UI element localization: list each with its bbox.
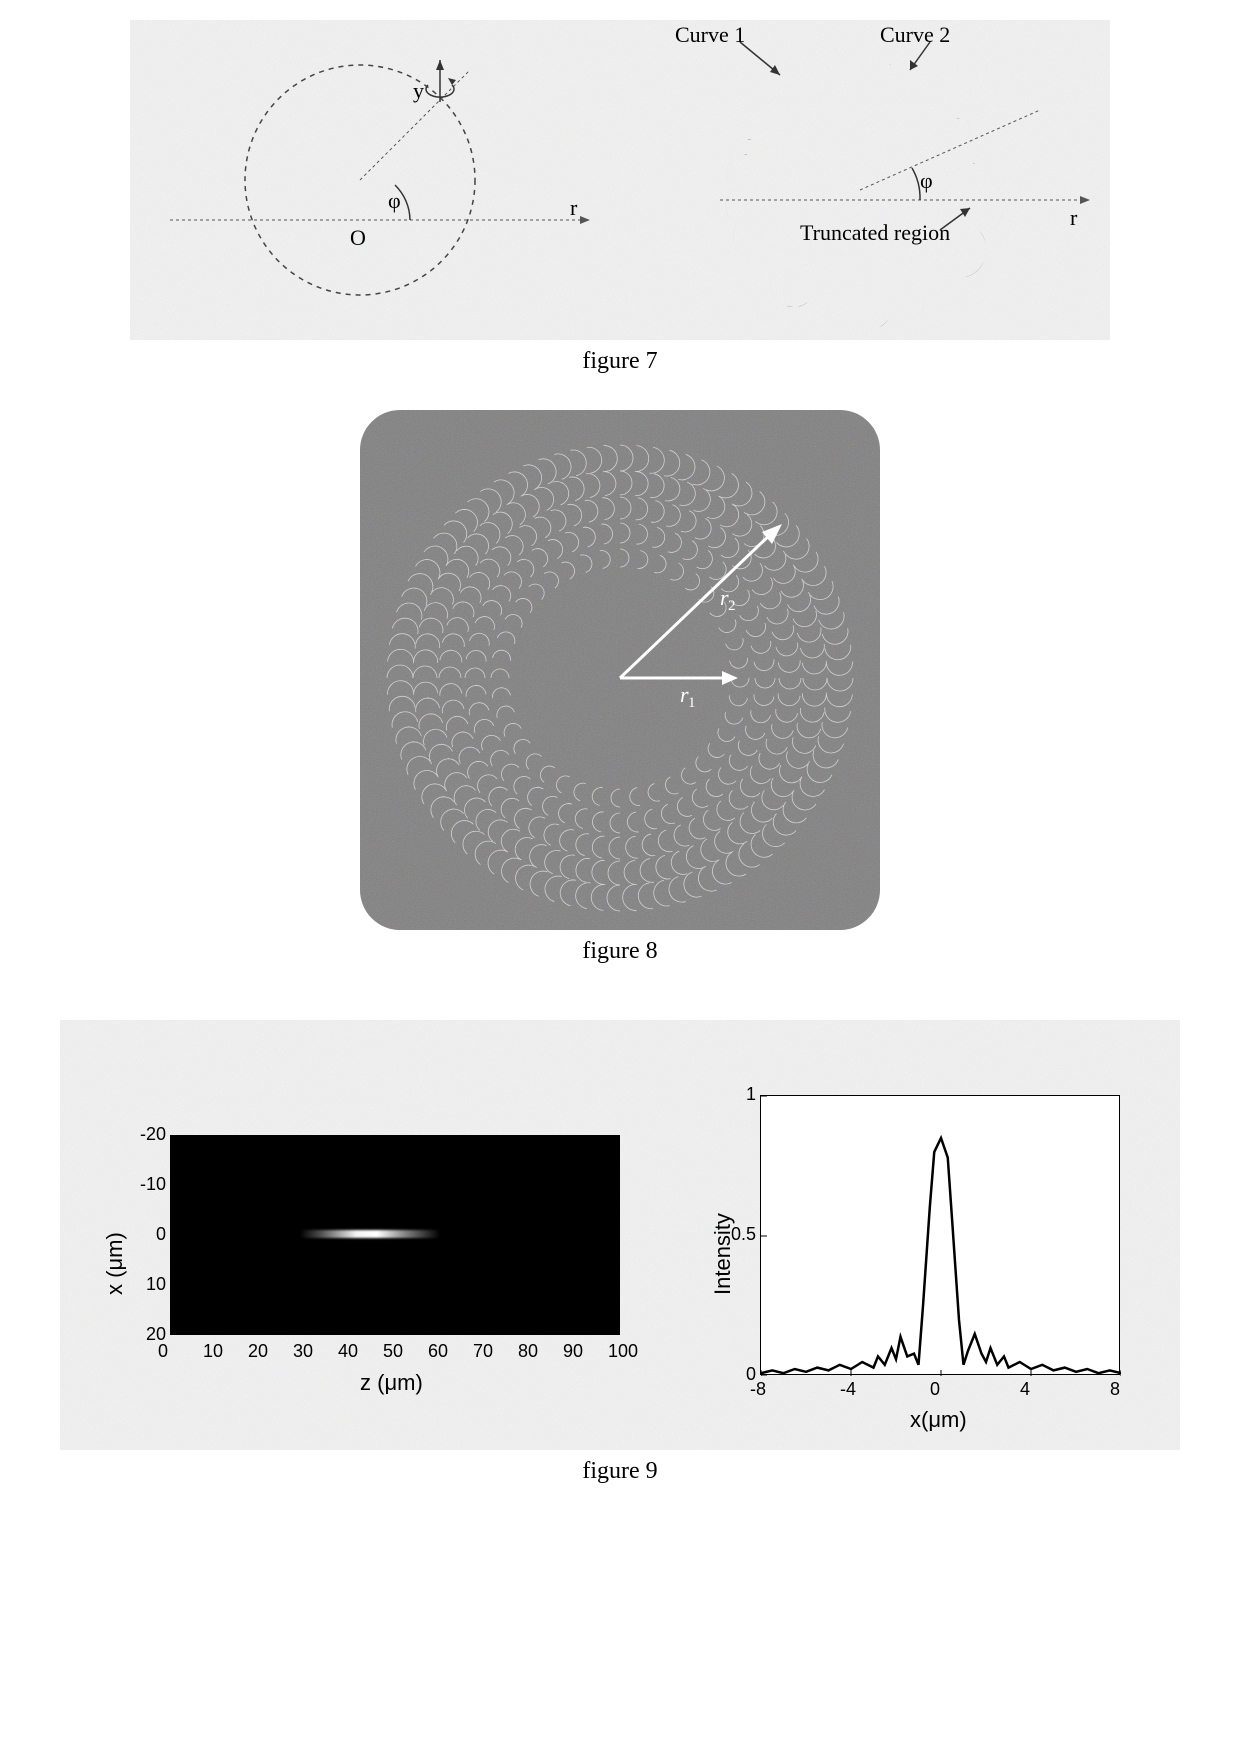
fig7-right-svg [620, 20, 1110, 340]
curve2-label: Curve 2 [880, 22, 950, 48]
fig9-heatmap [170, 1135, 620, 1335]
ytick: 0 [128, 1224, 166, 1245]
xtick: 70 [473, 1341, 493, 1362]
r-axis-label: r [570, 195, 577, 221]
ytick: -20 [128, 1124, 166, 1145]
svg-text:1: 1 [688, 695, 696, 711]
fig9-plot-svg [761, 1096, 1121, 1376]
xtick: 4 [1020, 1379, 1030, 1400]
xtick: 40 [338, 1341, 358, 1362]
xtick: 0 [930, 1379, 940, 1400]
figure-7: O r y φ [0, 20, 1240, 375]
truncated-label: Truncated region [800, 220, 950, 246]
figure-8: r 1 r 2 figure 8 [0, 410, 1240, 965]
xtick: 10 [203, 1341, 223, 1362]
xtick: -8 [750, 1379, 766, 1400]
xtick: 50 [383, 1341, 403, 1362]
ytick: 10 [128, 1274, 166, 1295]
fig8-svg: r 1 r 2 [360, 410, 880, 930]
ytick: 1 [728, 1084, 756, 1105]
xtick: 100 [608, 1341, 638, 1362]
fig9-right-panel: Intensity x(μm) 00.51 -8-4048 [710, 1095, 1130, 1375]
fig9-left-ylabel: x (μm) [102, 1232, 128, 1295]
fig9-caption: figure 9 [0, 1458, 1240, 1485]
ytick: -10 [128, 1174, 166, 1195]
curve1-label: Curve 1 [675, 22, 745, 48]
fig7-panels: O r y φ [0, 20, 1240, 340]
fig9-left-xlabel: z (μm) [360, 1370, 423, 1396]
ytick: 0.5 [728, 1224, 756, 1245]
xtick: 30 [293, 1341, 313, 1362]
r-axis-label-right: r [1070, 205, 1077, 231]
xtick: 0 [158, 1341, 168, 1362]
fig7-left-panel: O r y φ [130, 20, 620, 340]
fig8-panel: r 1 r 2 [360, 410, 880, 930]
xtick: 20 [248, 1341, 268, 1362]
xtick: 60 [428, 1341, 448, 1362]
fig9-right-xlabel: x(μm) [910, 1407, 967, 1433]
xtick: 8 [1110, 1379, 1120, 1400]
fig7-right-panel: Curve 1 Curve 2 φ r Truncated region [620, 20, 1110, 340]
phi-label: φ [388, 188, 401, 214]
y-axis-label: y [413, 78, 424, 104]
phi-label-right: φ [920, 168, 933, 194]
xtick: 80 [518, 1341, 538, 1362]
fig9-container: x (μm) z (μm) -20-1001020 01020304050607… [60, 1020, 1180, 1450]
figure-9: x (μm) z (μm) -20-1001020 01020304050607… [0, 1020, 1240, 1485]
fig7-left-svg [130, 20, 620, 340]
xtick: 90 [563, 1341, 583, 1362]
fig9-plot [760, 1095, 1120, 1375]
origin-label: O [350, 225, 366, 251]
fig9-left-panel: x (μm) z (μm) -20-1001020 01020304050607… [110, 1135, 650, 1335]
xtick: -4 [840, 1379, 856, 1400]
fig7-caption: figure 7 [0, 348, 1240, 375]
intensity-streak-icon [300, 1230, 440, 1238]
fig8-caption: figure 8 [0, 938, 1240, 965]
svg-text:2: 2 [728, 598, 736, 614]
